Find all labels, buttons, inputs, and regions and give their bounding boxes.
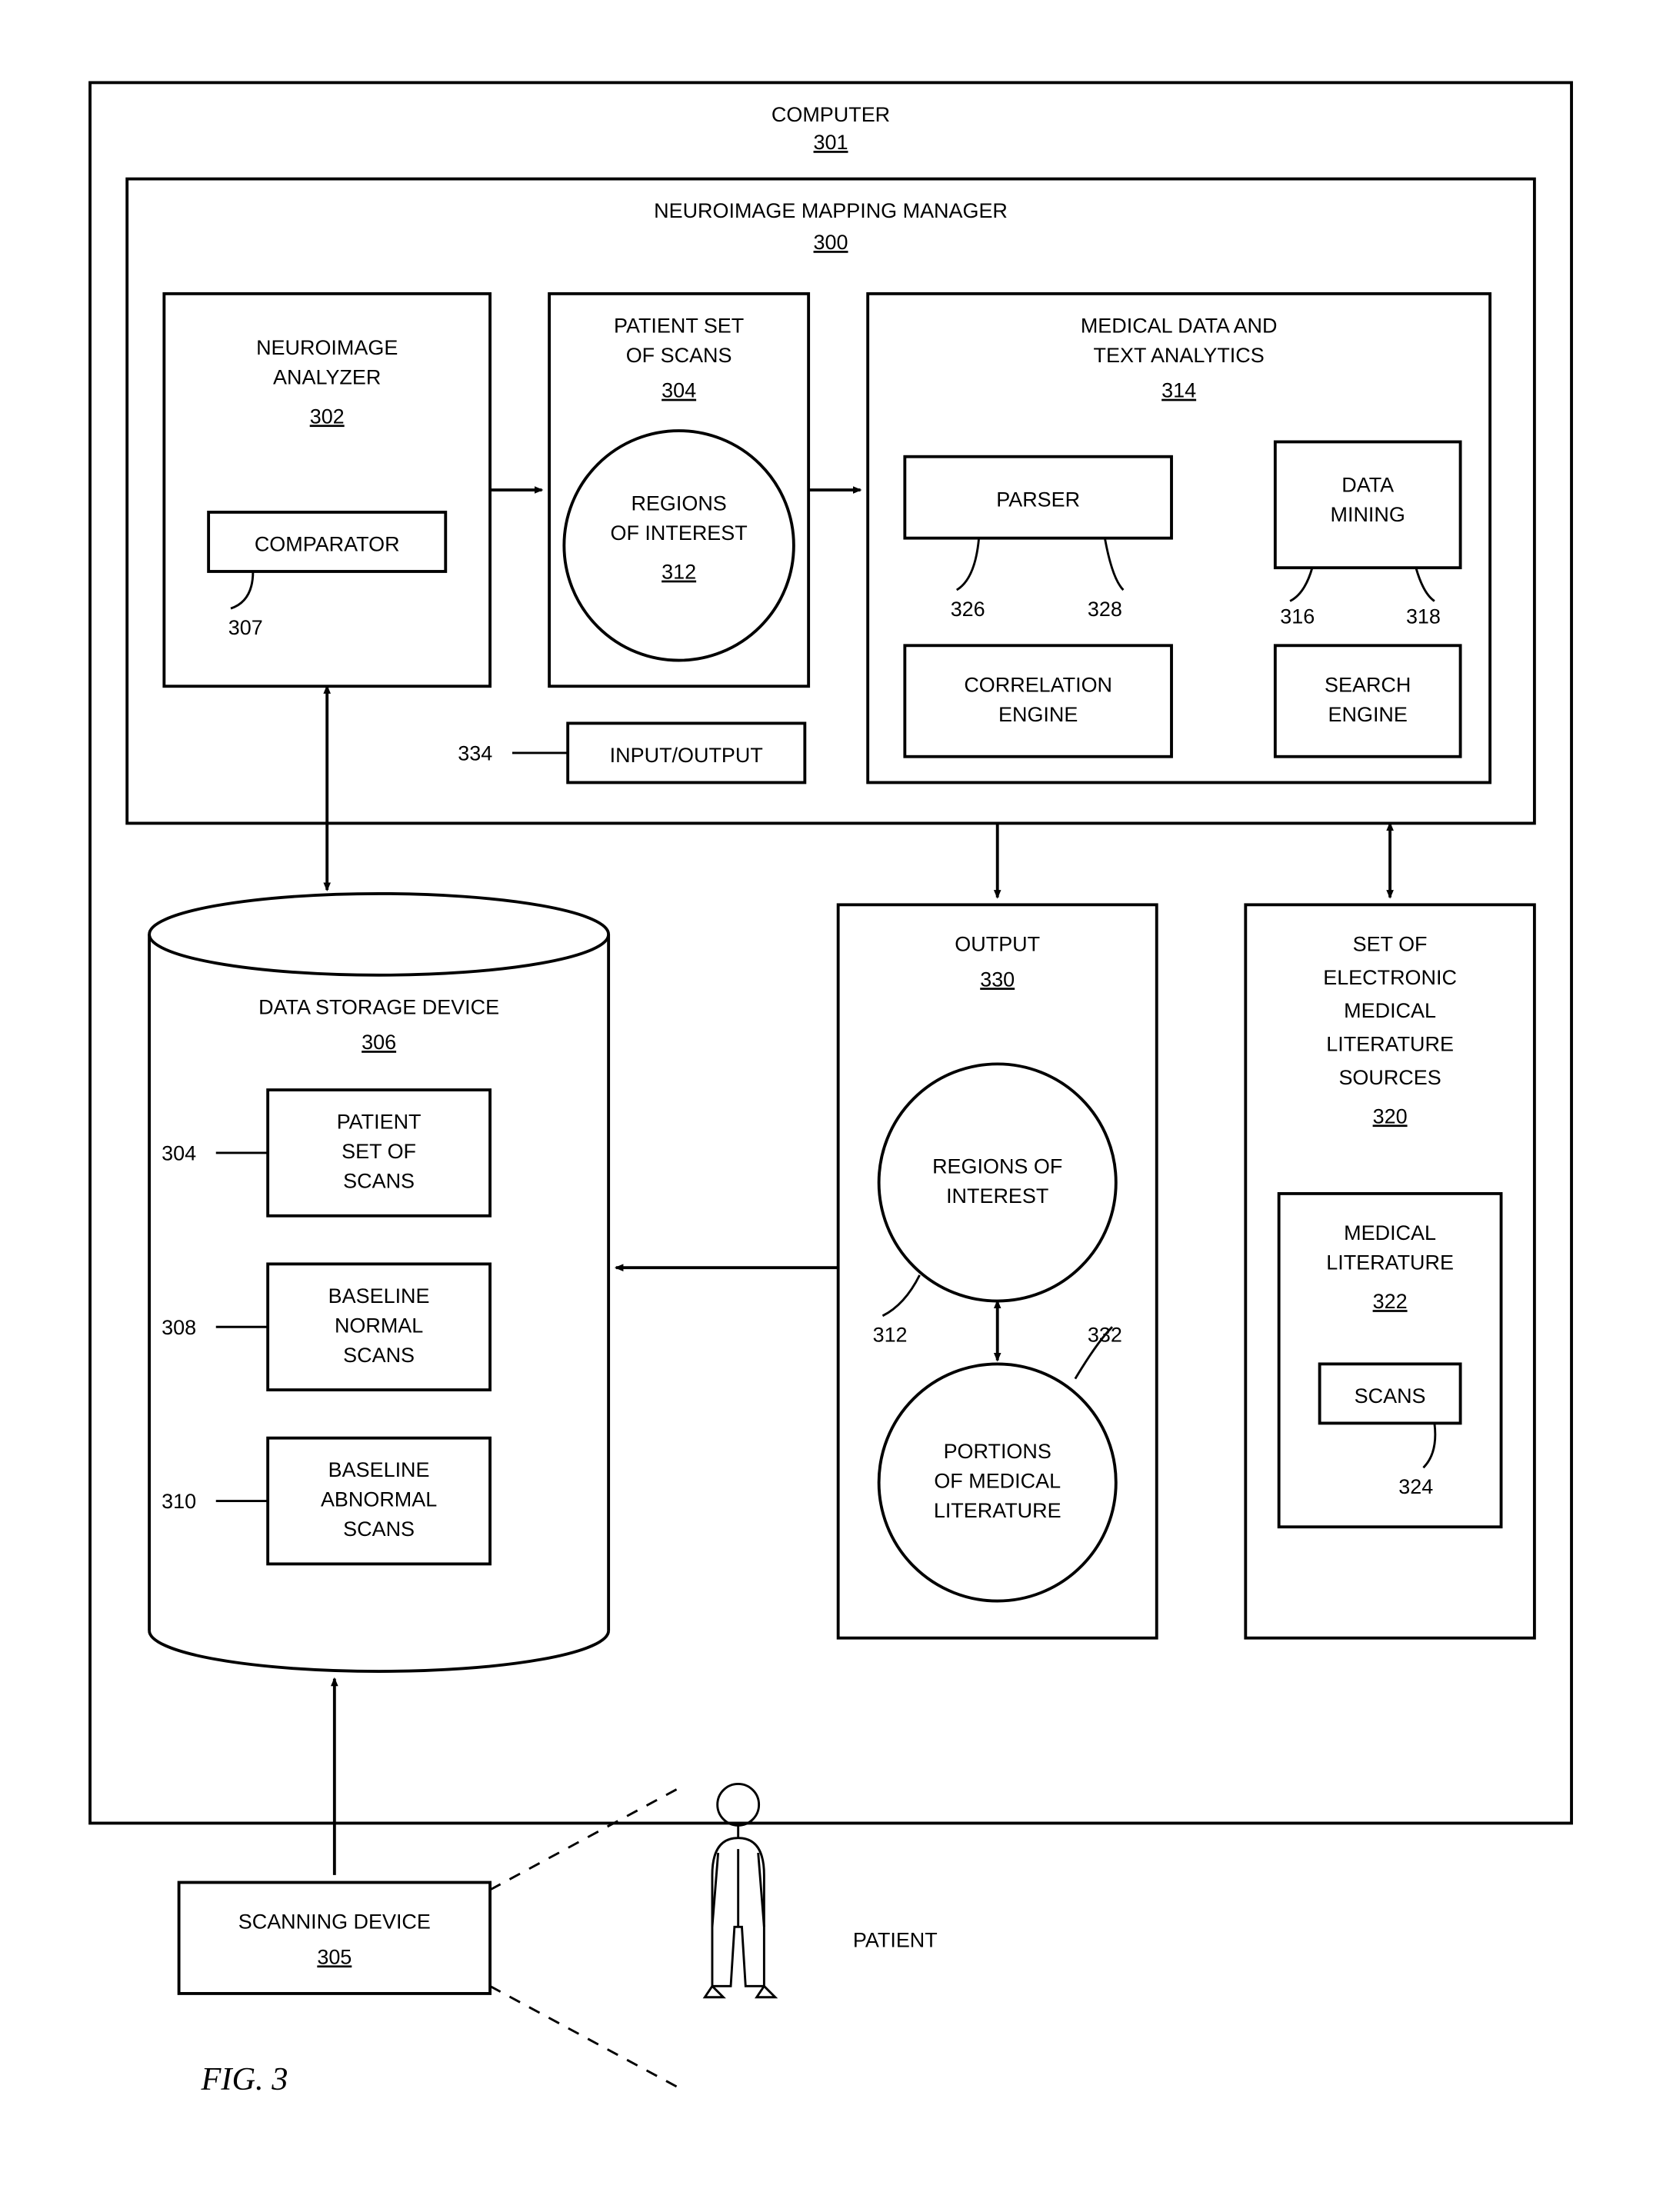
scanner-box bbox=[179, 1882, 490, 1993]
sources-l4: LITERATURE bbox=[1326, 1032, 1454, 1055]
storage-patient-l2: SET OF bbox=[342, 1140, 416, 1163]
dashed-bottom bbox=[490, 1986, 682, 2090]
storage-patient-l3: SCANS bbox=[343, 1170, 415, 1193]
patient-scans-l1: PATIENT SET bbox=[614, 314, 744, 337]
sources-num: 320 bbox=[1373, 1104, 1408, 1128]
manager-box bbox=[127, 179, 1535, 824]
scans-label: SCANS bbox=[1355, 1384, 1426, 1407]
patient-scans-l2: OF SCANS bbox=[626, 344, 732, 367]
parser-ref: 326 bbox=[951, 598, 985, 621]
diagram-root: COMPUTER 301 NEUROIMAGE MAPPING MANAGER … bbox=[31, 31, 1632, 2161]
roi-l1: REGIONS bbox=[631, 491, 726, 515]
storage-patient-l1: PATIENT bbox=[337, 1111, 422, 1134]
mining-leader bbox=[1416, 568, 1435, 601]
output-lit-ref: 332 bbox=[1088, 1324, 1122, 1347]
dashed-top bbox=[490, 1786, 682, 1890]
output-roi-l2: INTEREST bbox=[946, 1184, 1048, 1208]
manager-num: 300 bbox=[814, 231, 848, 254]
scans-ref: 324 bbox=[1398, 1475, 1433, 1498]
search-ref: 316 bbox=[1280, 605, 1315, 628]
computer-title: COMPUTER bbox=[772, 103, 890, 126]
search-ref-leader bbox=[1290, 568, 1312, 601]
corr-l1: CORRELATION bbox=[964, 673, 1112, 696]
roi-num: 312 bbox=[662, 561, 696, 584]
storage-patient-ref: 304 bbox=[162, 1142, 196, 1165]
comparator-label: COMPARATOR bbox=[255, 532, 400, 555]
sources-l5: SOURCES bbox=[1338, 1066, 1441, 1089]
storage-num: 306 bbox=[362, 1031, 396, 1054]
output-roi-ref: 312 bbox=[873, 1324, 908, 1347]
storage-title: DATA STORAGE DEVICE bbox=[258, 995, 499, 1018]
output-box bbox=[838, 904, 1157, 1637]
lit-num: 322 bbox=[1373, 1290, 1408, 1313]
lit-l2: LITERATURE bbox=[1326, 1251, 1454, 1274]
analytics-l1: MEDICAL DATA AND bbox=[1081, 314, 1278, 337]
parser-leader bbox=[957, 538, 979, 590]
analyzer-num: 302 bbox=[310, 405, 345, 428]
manager-title: NEUROIMAGE MAPPING MANAGER bbox=[654, 199, 1008, 222]
comparator-ref: 307 bbox=[228, 616, 263, 639]
analyzer-title-l2: ANALYZER bbox=[273, 366, 381, 389]
sources-l2: ELECTRONIC bbox=[1323, 966, 1457, 989]
storage-normal-l1: BASELINE bbox=[328, 1284, 430, 1308]
lit-l1: MEDICAL bbox=[1344, 1221, 1436, 1244]
storage-abnormal-l1: BASELINE bbox=[328, 1458, 430, 1481]
output-title: OUTPUT bbox=[955, 932, 1040, 955]
search-l2: ENGINE bbox=[1328, 703, 1408, 726]
analytics-l2: TEXT ANALYTICS bbox=[1094, 344, 1265, 367]
mining-l1: DATA bbox=[1341, 473, 1394, 496]
analytics-num: 314 bbox=[1161, 379, 1196, 402]
scanner-num: 305 bbox=[317, 1945, 352, 1968]
io-label: INPUT/OUTPUT bbox=[610, 744, 763, 767]
output-lit-l3: LITERATURE bbox=[934, 1499, 1061, 1522]
parser-label: PARSER bbox=[996, 488, 1080, 511]
analyzer-title-l1: NEUROIMAGE bbox=[256, 336, 398, 359]
search-l1: SEARCH bbox=[1325, 673, 1411, 696]
search-box bbox=[1275, 645, 1461, 756]
storage-abnormal-l2: ABNORMAL bbox=[321, 1488, 437, 1511]
output-roi-leader bbox=[882, 1275, 919, 1316]
corr-l2: ENGINE bbox=[998, 703, 1078, 726]
storage-abnormal-l3: SCANS bbox=[343, 1517, 415, 1541]
scanner-label: SCANNING DEVICE bbox=[238, 1911, 431, 1934]
corr-ref-leader bbox=[1105, 538, 1123, 590]
patient-icon bbox=[705, 1784, 775, 1997]
sources-l1: SET OF bbox=[1353, 932, 1428, 955]
mining-l2: MINING bbox=[1331, 503, 1405, 526]
output-lit-l2: OF MEDICAL bbox=[934, 1470, 1061, 1493]
output-roi-circle bbox=[879, 1064, 1116, 1301]
storage-normal-l2: NORMAL bbox=[335, 1314, 423, 1337]
patient-label: PATIENT bbox=[853, 1929, 938, 1952]
corr-box bbox=[905, 645, 1171, 756]
corr-ref: 328 bbox=[1088, 598, 1122, 621]
comparator-leader bbox=[231, 571, 253, 608]
mining-ref: 318 bbox=[1406, 605, 1441, 628]
figure-label: FIG. 3 bbox=[200, 2061, 288, 2097]
output-lit-l1: PORTIONS bbox=[944, 1440, 1051, 1463]
computer-num: 301 bbox=[814, 131, 848, 154]
storage-normal-l3: SCANS bbox=[343, 1344, 415, 1367]
roi-l2: OF INTEREST bbox=[611, 521, 748, 545]
output-num: 330 bbox=[980, 968, 1015, 991]
storage-normal-ref: 308 bbox=[162, 1316, 196, 1339]
storage-abnormal-ref: 310 bbox=[162, 1490, 196, 1513]
scans-leader bbox=[1423, 1423, 1435, 1467]
output-roi-l1: REGIONS OF bbox=[932, 1154, 1062, 1178]
io-ref: 334 bbox=[458, 742, 492, 765]
sources-l3: MEDICAL bbox=[1344, 999, 1436, 1022]
roi-circle bbox=[564, 431, 794, 661]
patient-scans-num: 304 bbox=[662, 379, 696, 402]
